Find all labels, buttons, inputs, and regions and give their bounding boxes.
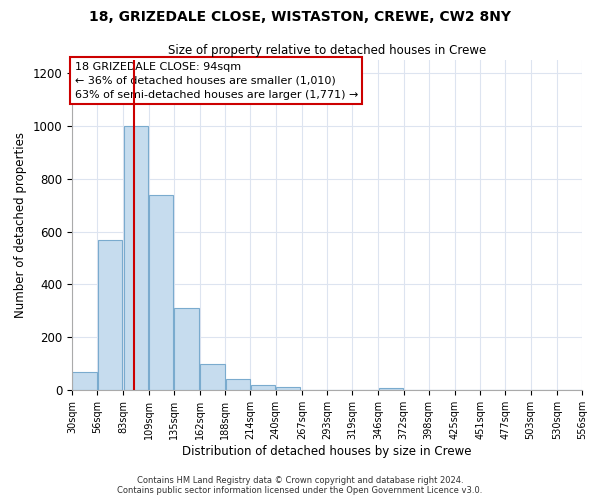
Bar bbox=[174, 308, 199, 390]
Bar bbox=[379, 388, 403, 390]
Text: 18, GRIZEDALE CLOSE, WISTASTON, CREWE, CW2 8NY: 18, GRIZEDALE CLOSE, WISTASTON, CREWE, C… bbox=[89, 10, 511, 24]
X-axis label: Distribution of detached houses by size in Crewe: Distribution of detached houses by size … bbox=[182, 444, 472, 458]
Bar bbox=[98, 240, 122, 390]
Text: 18 GRIZEDALE CLOSE: 94sqm
← 36% of detached houses are smaller (1,010)
63% of se: 18 GRIZEDALE CLOSE: 94sqm ← 36% of detac… bbox=[74, 62, 358, 100]
Y-axis label: Number of detached properties: Number of detached properties bbox=[14, 132, 27, 318]
Bar bbox=[276, 388, 301, 390]
Bar bbox=[251, 384, 275, 390]
Bar bbox=[124, 126, 148, 390]
Text: Contains HM Land Registry data © Crown copyright and database right 2024.
Contai: Contains HM Land Registry data © Crown c… bbox=[118, 476, 482, 495]
Title: Size of property relative to detached houses in Crewe: Size of property relative to detached ho… bbox=[168, 44, 486, 58]
Bar bbox=[226, 380, 250, 390]
Bar bbox=[73, 372, 97, 390]
Bar bbox=[149, 194, 173, 390]
Bar bbox=[200, 364, 225, 390]
